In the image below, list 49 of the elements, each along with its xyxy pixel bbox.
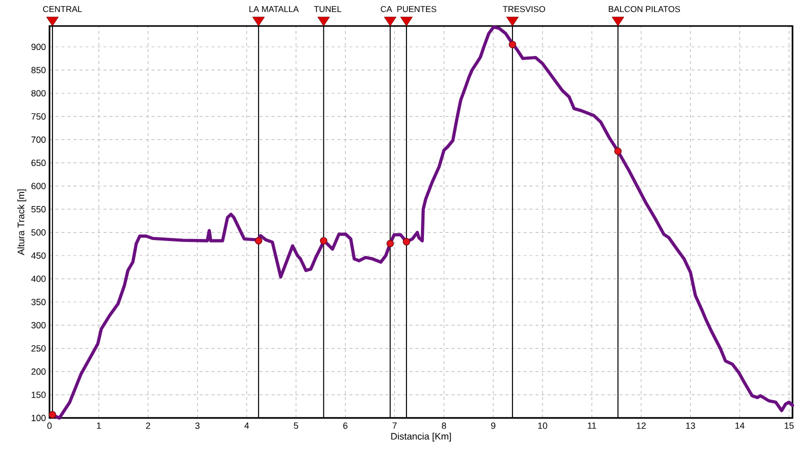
- y-tick-label: 150: [32, 392, 46, 398]
- y-tick-label: 500: [31, 229, 46, 236]
- ref-line-label: TRESVISO: [502, 6, 546, 12]
- y-tick-label: 700: [31, 136, 46, 143]
- x-tick-label: 10: [538, 422, 548, 429]
- ref-line-label: CENTRAL: [43, 6, 82, 12]
- ref-line-label: LA MATALLA: [249, 6, 299, 12]
- point: [320, 237, 328, 244]
- y-tick-label: 750: [31, 113, 46, 120]
- point: [386, 240, 394, 248]
- point: [614, 148, 622, 155]
- y-axis-title: Altura Track [m]: [17, 189, 26, 256]
- point: [402, 238, 410, 246]
- x-tick-label: 6: [343, 422, 348, 429]
- x-tick-label: 9: [491, 422, 496, 429]
- ref-line-label: BALCON PILATOS: [608, 6, 680, 12]
- y-tick-label: 900: [31, 44, 46, 50]
- y-tick-label: 650: [31, 160, 46, 166]
- x-tick-label: 5: [294, 422, 298, 429]
- x-tick-label: 11: [588, 422, 596, 429]
- ref-line-label: CA: [380, 6, 392, 12]
- x-tick-label: 1: [97, 422, 101, 429]
- x-tick-label: 3: [195, 422, 200, 429]
- x-tick-label: 13: [686, 422, 696, 429]
- y-tick-label: 300: [31, 322, 46, 328]
- y-tick-label: 400: [31, 276, 46, 282]
- y-tick-label: 200: [31, 368, 46, 375]
- x-tick-label: 0: [47, 422, 52, 429]
- y-tick-label: 250: [31, 345, 46, 352]
- y-tick-label: 850: [31, 66, 46, 74]
- ref-line-label: PUENTES: [397, 6, 436, 12]
- x-tick-label: 12: [636, 422, 646, 429]
- x-tick-label: 15: [784, 422, 794, 429]
- point: [508, 40, 516, 48]
- x-tick-label: 8: [442, 422, 446, 429]
- point: [254, 237, 262, 244]
- point: [48, 411, 56, 418]
- y-tick-label: 800: [31, 90, 46, 96]
- x-tick-label: 7: [392, 422, 397, 429]
- y-tick-label: 600: [31, 182, 46, 190]
- x-tick-label: 4: [244, 422, 249, 429]
- x-axis-title: Distancia [Km]: [391, 432, 451, 442]
- y-tick-label: 100: [32, 414, 46, 422]
- y-tick-label: 450: [31, 252, 46, 259]
- ref-line-label: TUNEL: [314, 6, 342, 12]
- y-tick-label: 350: [31, 298, 46, 306]
- x-tick-label: 2: [146, 422, 150, 429]
- x-tick-label: 14: [735, 422, 744, 429]
- y-tick-label: 550: [31, 206, 46, 212]
